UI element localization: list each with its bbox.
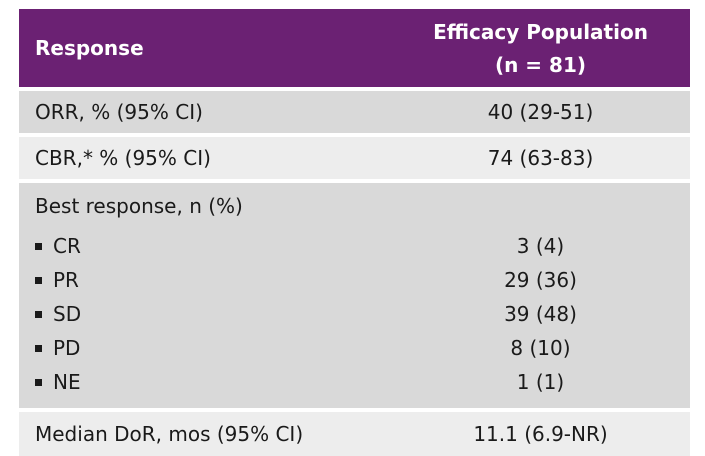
table-row-orr: ORR, % (95% CI) 40 (29-51) <box>19 91 690 133</box>
item-value: 8 (10) <box>510 336 571 360</box>
bullet-icon <box>35 242 42 250</box>
item-label: CR <box>53 234 81 258</box>
item-label: SD <box>53 302 82 326</box>
best-response-item-ne: NE 1 (1) <box>19 365 690 399</box>
row-value: 40 (29-51) <box>487 100 594 124</box>
header-efficacy-n: (n = 81) <box>494 53 587 77</box>
best-response-label: Best response, n (%) <box>35 194 243 218</box>
item-value: 3 (4) <box>516 234 565 258</box>
header-efficacy-population: Efficacy Population (n = 81) <box>391 14 690 82</box>
table-row-best-response: Best response, n (%) CR 3 (4) PR 29 (36)… <box>19 183 690 408</box>
item-label: NE <box>53 370 81 394</box>
row-value: 11.1 (6.9-NR) <box>473 422 608 446</box>
divider <box>19 87 690 91</box>
divider <box>19 179 690 183</box>
item-value: 29 (36) <box>504 268 577 292</box>
row-label: Median DoR, mos (95% CI) <box>35 422 304 446</box>
item-label: PD <box>53 336 81 360</box>
header-response: Response <box>35 36 144 60</box>
row-value: 74 (63-83) <box>487 146 594 170</box>
best-response-item-cr: CR 3 (4) <box>19 229 690 263</box>
best-response-item-pr: PR 29 (36) <box>19 263 690 297</box>
efficacy-table: Response Efficacy Population (n = 81) OR… <box>19 9 690 456</box>
item-value: 1 (1) <box>516 370 565 394</box>
bullet-icon <box>35 310 42 318</box>
divider <box>19 133 690 137</box>
best-response-item-sd: SD 39 (48) <box>19 297 690 331</box>
table-row-median-dor: Median DoR, mos (95% CI) 11.1 (6.9-NR) <box>19 412 690 456</box>
header-efficacy-title: Efficacy Population <box>433 20 648 44</box>
bullet-icon <box>35 344 42 352</box>
divider <box>19 408 690 412</box>
bullet-icon <box>35 276 42 284</box>
table-row-cbr: CBR,* % (95% CI) 74 (63-83) <box>19 137 690 179</box>
row-label: CBR,* % (95% CI) <box>35 146 211 170</box>
item-label: PR <box>53 268 79 292</box>
row-label: ORR, % (95% CI) <box>35 100 203 124</box>
table-header: Response Efficacy Population (n = 81) <box>19 9 690 87</box>
item-value: 39 (48) <box>504 302 577 326</box>
bullet-icon <box>35 378 42 386</box>
best-response-item-pd: PD 8 (10) <box>19 331 690 365</box>
